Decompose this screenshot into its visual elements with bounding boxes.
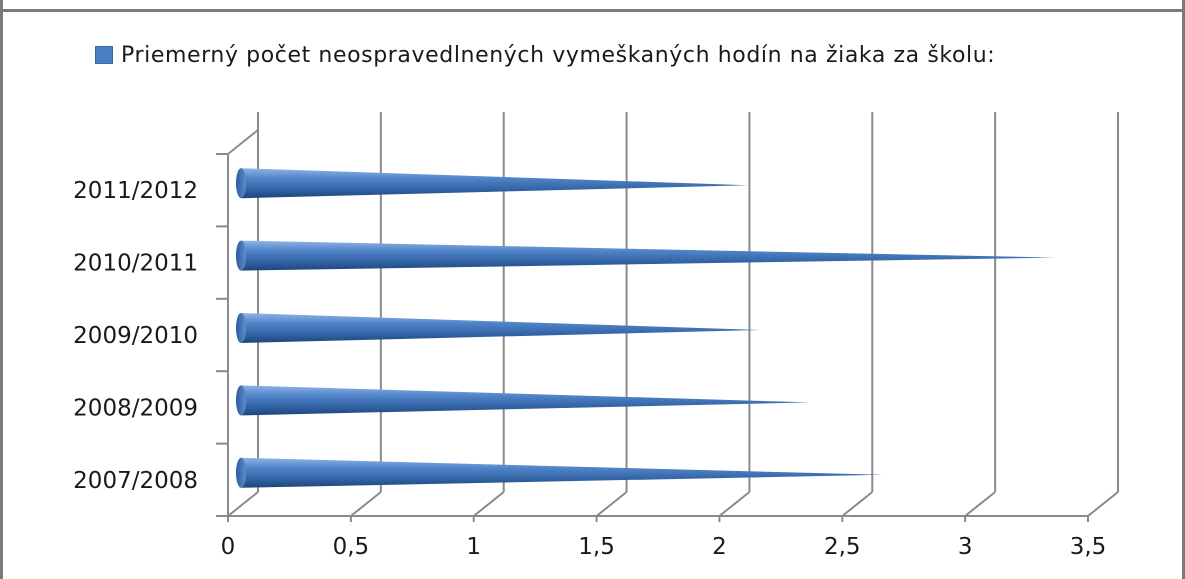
- legend-swatch: [95, 46, 113, 64]
- floor-gridline: [1087, 491, 1119, 517]
- x-tick-label: 2,5: [824, 534, 861, 560]
- cone-bar: [241, 168, 749, 199]
- x-tick-label: 3,5: [1070, 534, 1107, 560]
- floor-gridline: [473, 491, 505, 517]
- floor-gridline: [964, 491, 996, 517]
- x-tick-label: 0,5: [333, 534, 370, 560]
- floor-gridline: [595, 491, 628, 517]
- category-label: 2008/2009: [73, 395, 198, 421]
- cone-bar: [241, 240, 1056, 271]
- legend: Priemerný počet neospravedlnených vymešk…: [95, 38, 995, 72]
- y-axis-top-edge: [227, 129, 259, 155]
- legend-label: Priemerný počet neospravedlnených vymešk…: [121, 42, 996, 68]
- category-label: 2007/2008: [73, 468, 198, 494]
- category-label: 2010/2011: [73, 251, 198, 277]
- top-border: [0, 9, 1185, 12]
- floor-gridline: [718, 491, 751, 517]
- category-label: 2011/2012: [73, 178, 198, 204]
- floor-gridline: [841, 491, 873, 517]
- x-tick-label: 1: [466, 534, 481, 560]
- x-tick-label: 0: [221, 534, 236, 560]
- cone-bar: [241, 457, 884, 488]
- cone-bar: [241, 313, 761, 343]
- cone-base: [236, 313, 246, 343]
- cone-base: [236, 168, 246, 199]
- cone-base: [236, 240, 246, 271]
- x-tick-label: 3: [958, 534, 973, 560]
- cone-base: [236, 457, 246, 488]
- floor-gridline: [350, 491, 382, 517]
- cone-base: [236, 385, 246, 416]
- category-label: 2009/2010: [73, 323, 198, 349]
- cone-bar: [241, 385, 810, 416]
- floor-gridline: [227, 491, 259, 517]
- x-tick-label: 1,5: [578, 534, 615, 560]
- x-tick-label: 2: [712, 534, 727, 560]
